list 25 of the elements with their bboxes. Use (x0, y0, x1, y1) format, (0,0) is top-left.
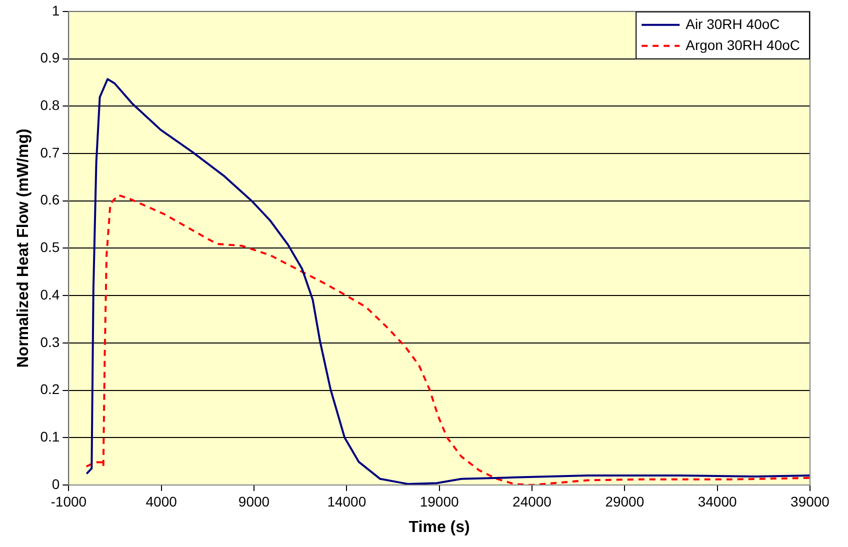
y-tick-label: 0.8 (40, 96, 60, 113)
y-axis-title: Normalized Heat Flow (mW/mg) (15, 128, 32, 368)
y-tick-label: 0.5 (40, 239, 60, 256)
y-tick-label: 0.2 (40, 381, 60, 398)
y-tick-label: 0.3 (40, 334, 60, 350)
y-tick-label: 0.9 (40, 50, 60, 66)
x-tick-label: -1000 (50, 493, 87, 510)
x-tick-label: 24000 (512, 493, 552, 510)
y-tick-label: 1 (52, 2, 60, 18)
legend-label: Argon 30RH 40oC (686, 36, 800, 53)
x-tick-label: 4000 (146, 493, 178, 510)
y-tick-label: 0.1 (40, 428, 60, 444)
y-tick-label: 0.6 (40, 192, 60, 208)
y-tick-label: 0.4 (40, 286, 60, 302)
y-tick-label: 0 (52, 476, 60, 492)
x-tick-label: 29000 (605, 493, 644, 510)
y-tick-label: 0.7 (40, 144, 60, 160)
x-tick-label: 39000 (790, 493, 830, 510)
x-tick-label: 9000 (238, 493, 270, 510)
legend-label: Air 30RH 40oC (686, 16, 780, 32)
x-tick-label: 14000 (327, 493, 366, 510)
x-axis-title: Time (s) (408, 518, 470, 536)
x-tick-label: 19000 (420, 493, 460, 510)
line-series (85, 194, 810, 485)
x-tick-label: 34000 (698, 493, 738, 510)
